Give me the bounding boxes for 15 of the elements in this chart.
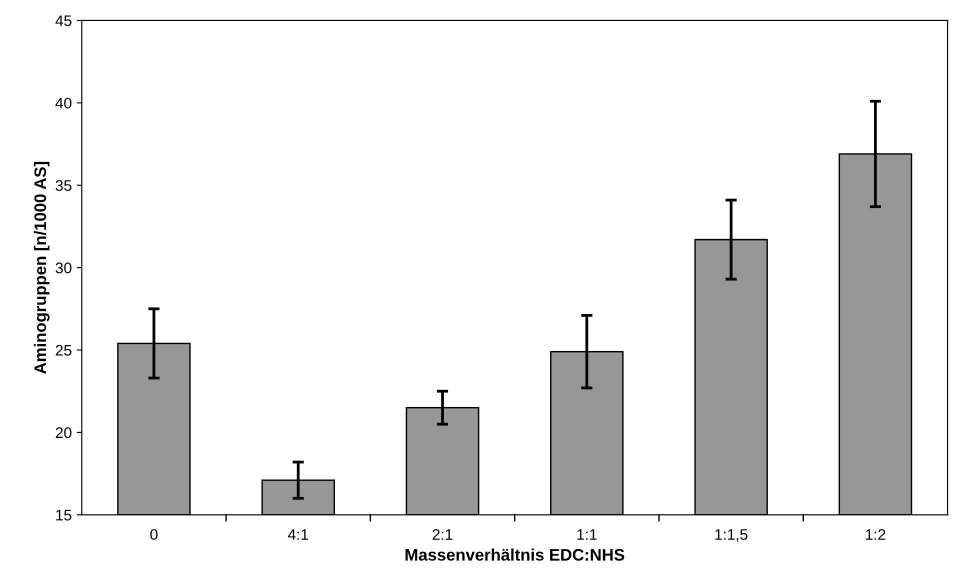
x-tick-label: 4:1	[288, 529, 308, 540]
x-tick-label: 1:2	[866, 529, 886, 540]
y-tick-label: 20	[56, 427, 72, 438]
y-tick-label: 45	[55, 16, 72, 26]
y-tick-label: 15	[56, 510, 72, 520]
y-tick-label: 40	[55, 98, 72, 109]
x-tick-label: 2:1	[432, 529, 452, 540]
y-axis-title: Aminogruppen [n/1000 AS]	[34, 162, 50, 374]
x-tick-label: 1:1	[577, 529, 597, 540]
y-tick-label: 30	[56, 262, 72, 274]
y-tick-label: 35	[56, 180, 72, 191]
x-axis-title: Massenverhältnis EDC:NHS	[406, 548, 624, 561]
x-tick-label: 0	[150, 529, 158, 540]
x-tick-label: 1:1,5	[715, 529, 748, 542]
y-tick-label: 25	[56, 344, 72, 356]
